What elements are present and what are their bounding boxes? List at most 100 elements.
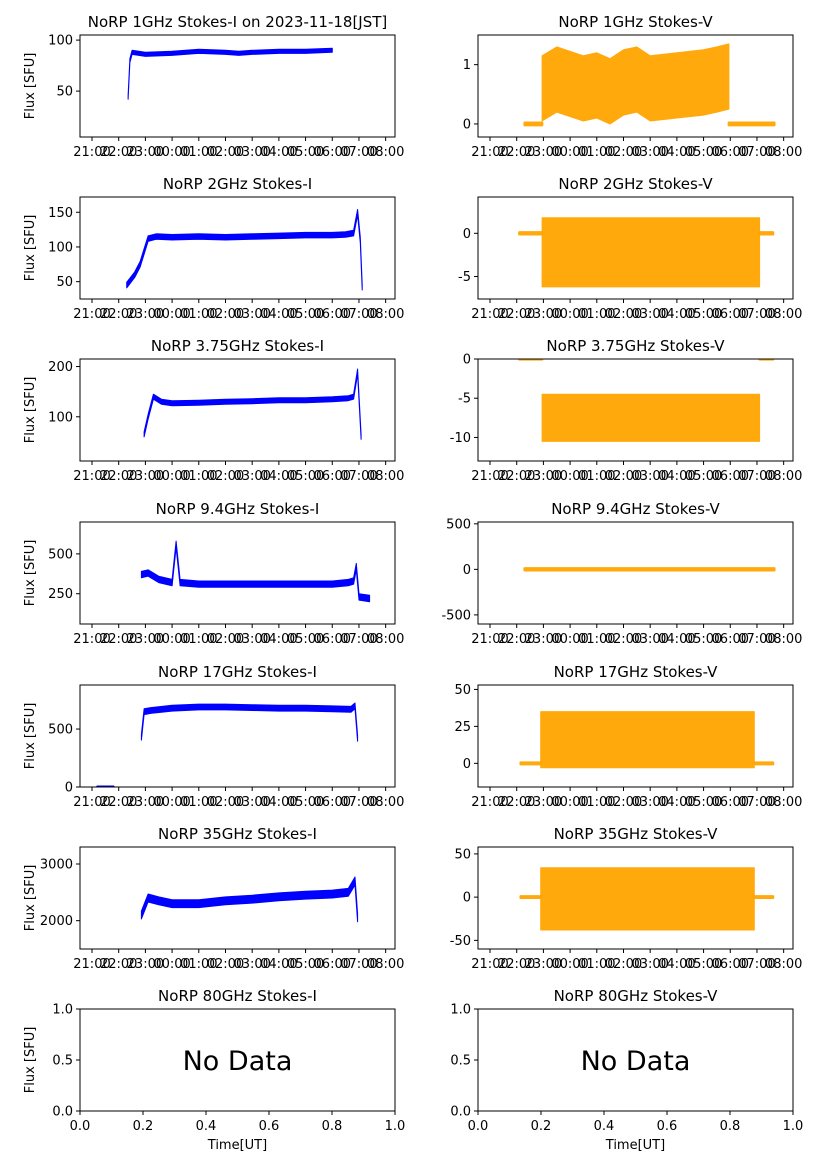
x-tick-label: 08:00: [765, 795, 802, 810]
y-tick-label: 0: [463, 563, 471, 578]
x-tick-label: 07:00: [340, 307, 377, 322]
y-tick-label: 0.0: [450, 1105, 471, 1120]
plot-frame: [477, 358, 794, 462]
x-tick-label: 1.0: [385, 1119, 406, 1134]
x-tick-label: 08:00: [765, 632, 802, 647]
x-tick-label: 03:00: [233, 145, 270, 160]
x-tick-label: 05:00: [287, 469, 324, 484]
chart-title: NoRP 2GHz Stokes-V: [558, 175, 713, 193]
data-series-2: [541, 393, 761, 442]
data-series-2: [540, 711, 755, 769]
data-series-1: [127, 47, 333, 100]
x-tick-label: 06:00: [712, 307, 749, 322]
x-axis-label: Time[UT]: [605, 1138, 665, 1153]
data-series-3: [753, 761, 775, 766]
x-tick-label: 21:00: [471, 145, 508, 160]
x-tick-label: 00:00: [153, 307, 190, 322]
chart-title: NoRP 1GHz Stokes-I on 2023-11-18[JST]: [88, 13, 388, 31]
x-tick-label: 01:00: [578, 307, 615, 322]
x-tick-label: 06:00: [712, 469, 749, 484]
y-tick-label: 1.0: [52, 1003, 73, 1018]
x-tick-label: 01:00: [180, 145, 217, 160]
x-tick-label: 04:00: [260, 795, 297, 810]
x-tick-label: 0.6: [259, 1119, 280, 1134]
y-tick-label: 0.5: [450, 1054, 471, 1069]
chart-panel-8: NoRP 9.4GHz Stokes-V -500 0 500 21:0022:0023…: [441, 500, 802, 647]
x-tick-label: 0.2: [531, 1119, 552, 1134]
x-tick-label: 21:00: [73, 469, 110, 484]
x-tick-label: 21:00: [471, 957, 508, 972]
x-tick-label: 05:00: [287, 957, 324, 972]
x-tick-label: 00:00: [551, 145, 588, 160]
x-tick-label: 22:00: [100, 469, 137, 484]
chart-title: NoRP 35GHz Stokes-I: [158, 825, 317, 843]
x-tick-label: 05:00: [287, 632, 324, 647]
y-axis-label: Flux [SFU]: [23, 377, 38, 444]
x-tick-label: 03:00: [233, 469, 270, 484]
x-tick-label: 04:00: [658, 307, 695, 322]
x-tick-label: 03:00: [233, 632, 270, 647]
x-tick-label: 05:00: [685, 469, 722, 484]
x-tick-label: 07:00: [340, 957, 377, 972]
x-tick-label: 07:00: [340, 632, 377, 647]
y-tick-label: 200: [48, 360, 73, 375]
chart-title: NoRP 3.75GHz Stokes-I: [151, 337, 324, 355]
x-tick-label: 02:00: [207, 795, 244, 810]
x-tick-label: 06:00: [314, 145, 351, 160]
x-tick-label: 22:00: [100, 632, 137, 647]
y-tick-label: -500: [441, 608, 471, 623]
x-tick-label: 01:00: [180, 632, 217, 647]
x-tick-label: 01:00: [180, 795, 217, 810]
y-axis-label: Flux [SFU]: [23, 865, 38, 932]
no-data-message: No Data: [581, 1046, 691, 1077]
x-tick-label: 22:00: [498, 795, 535, 810]
data-series-2: [541, 217, 761, 288]
x-tick-label: 03:00: [631, 632, 668, 647]
y-tick-label: 25: [454, 720, 471, 735]
x-tick-label: 01:00: [180, 957, 217, 972]
x-tick-label: 05:00: [287, 145, 324, 160]
x-tick-label: 04:00: [658, 469, 695, 484]
x-tick-label: 00:00: [153, 957, 190, 972]
x-tick-label: 08:00: [367, 469, 404, 484]
x-tick-label: 23:00: [127, 145, 164, 160]
y-tick-label: 0: [463, 891, 471, 906]
data-series-1: [519, 895, 542, 900]
x-tick-label: 03:00: [631, 469, 668, 484]
x-tick-label: 21:00: [471, 469, 508, 484]
x-tick-label: 07:00: [340, 795, 377, 810]
x-tick-label: 02:00: [605, 795, 642, 810]
x-tick-label: 04:00: [260, 469, 297, 484]
x-tick-label: 02:00: [207, 469, 244, 484]
x-tick-label: 21:00: [73, 145, 110, 160]
plot-frame: [477, 846, 794, 950]
x-tick-label: 06:00: [314, 469, 351, 484]
x-tick-label: 00:00: [551, 469, 588, 484]
y-tick-label: 500: [446, 517, 471, 532]
x-tick-label: 23:00: [525, 469, 562, 484]
chart-panel-14: NoRP 80GHz Stokes-V No Data 0.0 0.5 1.0 0.0 0.…: [450, 987, 803, 1153]
x-tick-label: 02:00: [207, 957, 244, 972]
x-tick-label: 01:00: [578, 632, 615, 647]
y-tick-label: -5: [458, 392, 471, 407]
data-series-2: [541, 43, 730, 125]
x-tick-label: 08:00: [367, 795, 404, 810]
y-tick-label: 1: [463, 58, 471, 73]
plot-frame: [79, 196, 396, 300]
x-tick-label: 03:00: [631, 795, 668, 810]
x-tick-label: 22:00: [498, 145, 535, 160]
y-tick-label: 2000: [40, 914, 73, 929]
x-tick-label: 02:00: [207, 632, 244, 647]
x-tick-label: 21:00: [73, 957, 110, 972]
x-tick-label: 22:00: [100, 957, 137, 972]
x-tick-label: 03:00: [631, 957, 668, 972]
chart-panel-6: NoRP 3.75GHz Stokes-V -10 -5 0 21:0022:0023:…: [450, 337, 803, 484]
y-axis-label: Flux [SFU]: [23, 53, 38, 120]
x-tick-label: 00:00: [551, 632, 588, 647]
chart-panel-7: NoRP 9.4GHz Stokes-I Flux [SFU] 250 500 21:0…: [23, 500, 404, 647]
x-tick-label: 08:00: [367, 957, 404, 972]
y-tick-label: 0.0: [52, 1105, 73, 1120]
data-series-1: [140, 540, 371, 603]
x-tick-label: 00:00: [551, 307, 588, 322]
chart-title: NoRP 80GHz Stokes-I: [158, 987, 317, 1005]
